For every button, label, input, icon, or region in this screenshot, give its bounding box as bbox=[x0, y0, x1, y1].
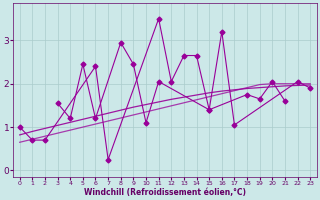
X-axis label: Windchill (Refroidissement éolien,°C): Windchill (Refroidissement éolien,°C) bbox=[84, 188, 246, 197]
